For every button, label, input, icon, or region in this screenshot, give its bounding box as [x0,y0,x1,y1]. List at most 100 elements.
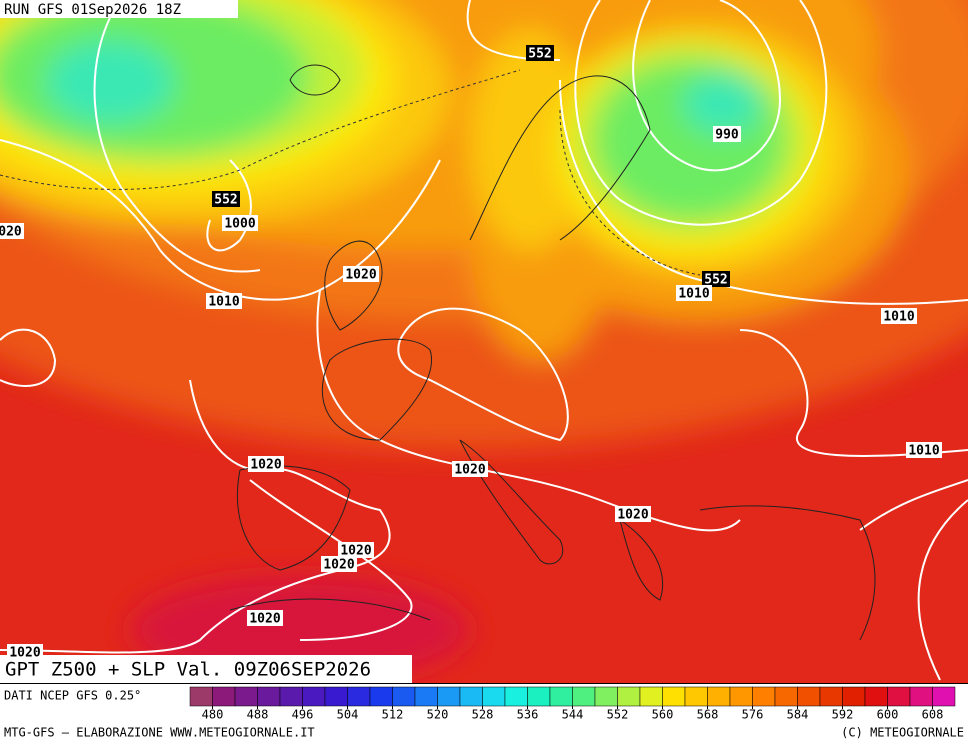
colorbar-label: 536 [517,708,539,722]
colorbar-label: 608 [922,708,944,722]
z500-label: 552 [704,273,727,288]
colorbar-swatch [932,686,956,707]
z500-label: 552 [214,193,237,208]
colorbar-swatch [909,686,933,707]
slp-label: 1010 [208,295,239,310]
colorbar-label: 520 [427,708,449,722]
slp-label-box [0,223,24,239]
colorbar-swatch [189,686,213,707]
slp-label: 1020 [345,268,376,283]
z500-label-box [526,45,554,61]
colorbar-swatch [572,686,596,707]
colorbar-swatch [842,686,866,707]
colorbar-swatch [347,686,371,707]
z500-label-box [212,191,240,207]
slp-label-box [615,506,651,522]
slp-label-box [247,610,283,626]
slp-label: 1000 [224,217,255,232]
slp-label-box [881,308,917,324]
colorbar-swatch [617,686,641,707]
colorbar-swatch [302,686,326,707]
colorbar-swatch [752,686,776,707]
coastlines [229,64,876,641]
colorbar-swatch [729,686,753,707]
slp-label-box [676,285,712,301]
colorbar-swatch [774,686,798,707]
colorbar-swatch [662,686,686,707]
colorbar-swatch [887,686,911,707]
colorbar-swatch [392,686,416,707]
colorbar-swatch [437,686,461,707]
colorbar-label: 480 [202,708,224,722]
run-header: RUN GFS 01Sep2026 18Z [4,2,181,18]
colorbar-swatch [684,686,708,707]
colorbar-swatch [707,686,731,707]
title-box [0,655,412,683]
colorbar-swatch [257,686,281,707]
colorbar-swatch [414,686,438,707]
slp-label-box [338,542,374,558]
slp-label: 1020 [250,458,281,473]
slp-label: 1010 [678,287,709,302]
colorbar-label: 488 [247,708,269,722]
colorbar-label: 568 [697,708,719,722]
slp-label: 1020 [617,508,648,523]
z500-label: 552 [528,47,551,62]
colorbar-swatch [369,686,393,707]
footer-left: MTG-GFS — ELABORAZIONE WWW.METEOGIORNALE… [4,726,315,740]
slp-label-box [906,442,942,458]
slp-label: 1020 [323,558,354,573]
colorbar-swatch [324,686,348,707]
colorbar-swatch [459,686,483,707]
colorbar-swatch [234,686,258,707]
slp-label-box [222,215,258,231]
slp-label: 1020 [454,463,485,478]
slp-label: 020 [0,225,22,240]
header-box [0,0,238,18]
slp-label-box [248,456,284,472]
slp-label: 1010 [883,310,914,325]
colorbar-swatch [279,686,303,707]
colorbar-swatch [482,686,506,707]
colorbar-label: 560 [652,708,674,722]
isobars [0,0,968,681]
slp-label: 1020 [340,544,371,559]
z500-contour [0,69,701,276]
slp-label-box [452,461,488,477]
slp-label-box [713,126,741,142]
colorbar-swatch [819,686,843,707]
slp-label: 990 [715,128,739,143]
footer-right: (C) METEOGIORNALE [841,726,964,740]
slp-label: 1020 [249,612,280,627]
colorbar-label: 512 [382,708,404,722]
map-field [0,0,968,683]
slp-label: 1020 [9,646,40,661]
colorbar-label: 552 [607,708,629,722]
colorbar-label: 576 [742,708,764,722]
colorbar-swatch [549,686,573,707]
colorbar-swatch [212,686,236,707]
colorbar-swatch [864,686,888,707]
slp-label-box [7,644,43,660]
colorbar-swatch [527,686,551,707]
colorbar-label: 600 [877,708,899,722]
slp-label-box [321,556,357,572]
colorbar-swatch [594,686,618,707]
colorbar-swatch [504,686,528,707]
colorbar-label: 584 [787,708,809,722]
colorbar-label: 528 [472,708,494,722]
colorbar-label: 496 [292,708,314,722]
slp-label-box [206,293,242,309]
data-source: DATI NCEP GFS 0.25° [4,689,141,703]
colorbar-label: 544 [562,708,584,722]
colorbar-label: 592 [832,708,854,722]
colorbar-swatch [797,686,821,707]
colorbar-label: 504 [337,708,359,722]
map-title: GPT Z500 + SLP Val. 09Z06SEP2026 [5,659,371,681]
slp-label-box [343,266,379,282]
slp-label: 1010 [908,444,939,459]
z500-label-box [702,271,730,287]
colorbar-swatch [639,686,663,707]
